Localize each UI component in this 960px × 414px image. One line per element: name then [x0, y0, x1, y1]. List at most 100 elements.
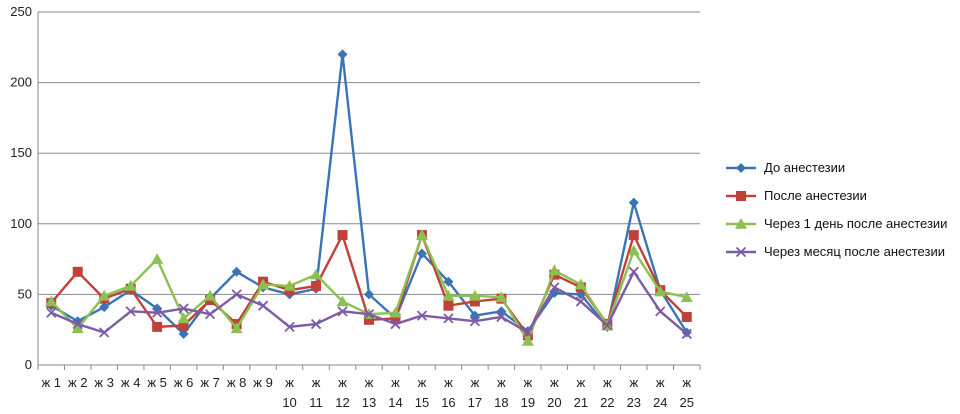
y-tick-label: 100 — [10, 216, 32, 231]
x-tick-label: 22 — [600, 395, 614, 410]
y-tick-label: 250 — [10, 4, 32, 19]
series-3 — [46, 266, 692, 340]
x-tick-label: 18 — [494, 395, 508, 410]
x-tick-label: ж 7 — [200, 375, 220, 390]
data-point — [443, 276, 454, 287]
y-tick-label: 150 — [10, 145, 32, 160]
data-point — [390, 313, 401, 324]
data-point — [283, 279, 296, 291]
x-tick-label: ж — [365, 375, 374, 390]
data-point — [496, 311, 507, 323]
legend-label: Через месяц после анестезии — [764, 244, 945, 259]
data-point — [231, 289, 242, 300]
data-point — [311, 280, 322, 291]
data-point — [390, 318, 401, 330]
data-point — [468, 289, 481, 301]
data-point — [72, 318, 83, 330]
data-point — [443, 313, 454, 324]
data-point — [627, 244, 640, 256]
data-point — [152, 321, 163, 332]
data-point — [443, 300, 454, 311]
x-tick-label: ж 1 — [41, 375, 61, 390]
x-tick-label: 12 — [335, 395, 349, 410]
x-tick-label: ж 9 — [253, 375, 273, 390]
x-tick-label: ж 8 — [227, 375, 247, 390]
x-tick-label: 23 — [627, 395, 641, 410]
data-point — [151, 253, 164, 264]
x-tick-label: 19 — [521, 395, 535, 410]
data-point — [469, 316, 481, 327]
x-tick-label: 25 — [680, 395, 694, 410]
data-point — [521, 334, 534, 346]
legend-item: До анестезии — [726, 160, 845, 175]
x-tick-label: ж — [497, 375, 506, 390]
data-point — [257, 300, 269, 311]
x-tick-label: ж — [682, 375, 691, 390]
legend-marker — [735, 246, 747, 258]
y-tick-label: 50 — [18, 286, 32, 301]
data-point — [310, 268, 323, 280]
data-point — [655, 306, 666, 317]
data-point — [469, 296, 480, 307]
x-tick-label: ж — [312, 375, 321, 390]
data-point — [257, 278, 270, 290]
legend: До анестезии После анестезии Через 1 день … — [726, 160, 947, 259]
x-tick-label: 13 — [362, 395, 376, 410]
data-point — [98, 289, 111, 301]
x-tick-label: 14 — [388, 395, 402, 410]
x-tick-label: 20 — [547, 395, 561, 410]
data-point — [336, 295, 349, 307]
data-point — [337, 230, 348, 241]
data-point — [389, 306, 402, 318]
legend-label: До анестезии — [764, 160, 845, 175]
data-point — [204, 289, 217, 301]
y-tick-label: 0 — [25, 357, 32, 372]
data-point — [230, 322, 243, 334]
x-tick-label: ж — [471, 375, 480, 390]
x-tick-label: ж — [629, 375, 638, 390]
data-point — [71, 322, 84, 334]
data-point — [337, 306, 348, 317]
series-group — [45, 49, 693, 346]
data-point — [124, 279, 137, 291]
data-point — [204, 309, 216, 320]
data-point — [549, 282, 560, 293]
y-axis: 0 50 100 150 200 250 — [10, 4, 39, 372]
x-tick-label: ж — [418, 375, 427, 390]
x-tick-label: ж — [524, 375, 533, 390]
data-point — [602, 320, 613, 331]
x-tick-label: 16 — [441, 395, 455, 410]
legend-label: После анестезии — [764, 188, 867, 203]
data-point — [548, 264, 561, 276]
legend-marker — [735, 218, 747, 229]
data-point — [72, 266, 83, 277]
data-point — [99, 302, 110, 313]
x-tick-label: ж 5 — [147, 375, 167, 390]
data-point — [177, 312, 190, 324]
data-point — [680, 291, 693, 303]
x-tick-label: ж — [603, 375, 612, 390]
data-point — [416, 310, 428, 321]
data-point — [681, 328, 692, 340]
data-point — [654, 285, 667, 297]
legend-marker — [736, 163, 746, 173]
data-point — [495, 291, 508, 303]
data-point — [628, 197, 639, 208]
data-point — [575, 296, 586, 307]
data-point — [178, 320, 189, 331]
data-point — [442, 289, 455, 301]
data-point — [628, 266, 639, 277]
gridlines — [38, 11, 700, 295]
x-tick-label: ж 6 — [174, 375, 194, 390]
data-point — [363, 309, 375, 320]
x-tick-label: ж — [576, 375, 585, 390]
data-point — [152, 307, 163, 318]
data-point — [628, 230, 639, 241]
x-tick-label: ж — [338, 375, 347, 390]
y-tick-label: 200 — [10, 75, 32, 90]
x-tick-label: ж — [391, 375, 400, 390]
x-tick-label: ж — [656, 375, 665, 390]
legend-label: Через 1 день после анестезии — [764, 216, 947, 231]
data-point — [337, 49, 348, 60]
legend-marker — [736, 191, 746, 201]
